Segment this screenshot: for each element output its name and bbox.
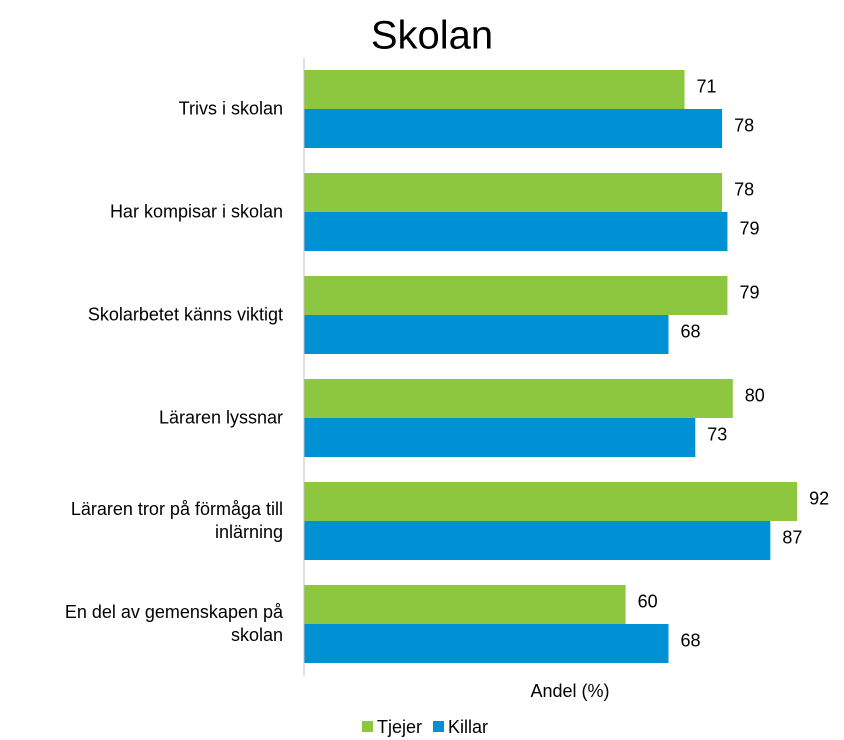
data-label: 60: [638, 591, 658, 611]
data-label: 68: [680, 630, 700, 650]
y-tick-label: Läraren lyssnar: [158, 407, 283, 428]
bar: [304, 70, 685, 109]
bar: [304, 276, 728, 315]
bar: [304, 109, 723, 148]
bar: [304, 624, 669, 663]
y-tick-label: Trivs i skolan: [178, 98, 283, 119]
bar: [304, 585, 626, 624]
data-label: 78: [734, 179, 754, 199]
data-label: 78: [734, 115, 754, 135]
legend-swatch: [433, 721, 445, 732]
bar: [304, 521, 771, 560]
x-axis-label: Andel (%): [530, 681, 609, 701]
y-tick-label: Skolarbetet känns viktigt: [87, 304, 283, 325]
y-tick-label: Läraren tror på förmåga till inlärning: [70, 499, 283, 542]
bar: [304, 315, 669, 354]
y-tick-label: Har kompisar i skolan: [109, 201, 283, 222]
data-label: 68: [680, 321, 700, 341]
legend-label: Tjejer: [377, 717, 422, 737]
bar: [304, 173, 723, 212]
chart-title: Skolan: [371, 14, 493, 58]
bar: [304, 379, 733, 418]
data-label: 92: [809, 488, 829, 508]
bar: [304, 482, 798, 521]
data-label: 73: [707, 424, 727, 444]
legend-label: Killar: [448, 717, 488, 737]
y-tick-label: En del av gemenskapen på skolan: [64, 602, 283, 645]
bar: [304, 212, 728, 251]
legend-swatch: [362, 721, 373, 732]
data-label: 80: [745, 385, 765, 405]
data-label: 79: [739, 218, 759, 238]
bar: [304, 418, 696, 457]
data-label: 87: [782, 527, 802, 547]
data-label: 71: [697, 76, 717, 96]
data-label: 79: [739, 282, 759, 302]
